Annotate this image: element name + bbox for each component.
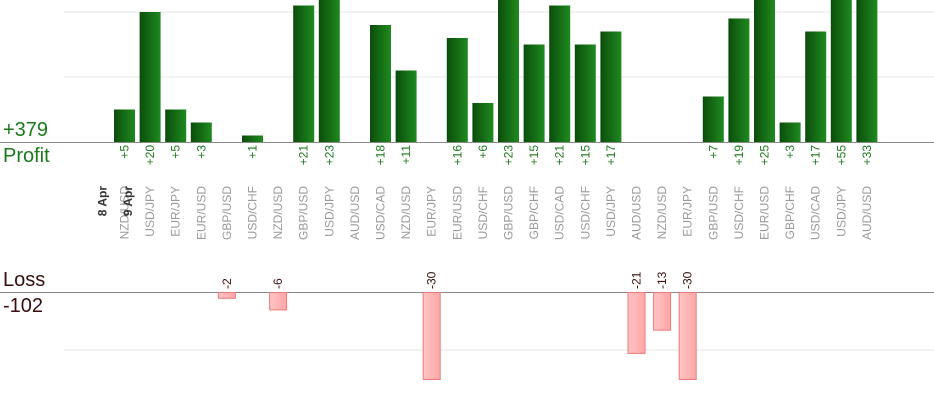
profit-value-label: +11 [399, 145, 413, 165]
category-tick-label: USD/JPY [834, 186, 848, 237]
profit-total: +379 [3, 119, 49, 141]
profit-value-label: +5 [169, 145, 183, 159]
category-tick-label: AUD/USD [348, 186, 362, 240]
profit-value-label: +17 [809, 145, 823, 166]
category-tick-label: NZD/USD [271, 186, 285, 240]
profit-label: Profit [3, 145, 50, 167]
category-tick-label: GBP/USD [706, 186, 720, 240]
profit-value-label: +5 [118, 145, 132, 159]
category-tick-label: USD/CAD [374, 186, 388, 240]
profit-value-label: +7 [706, 145, 720, 159]
profit-bar [702, 96, 724, 142]
loss-value-label: -6 [271, 278, 285, 289]
loss-bar [627, 292, 646, 354]
profit-value-label: +33 [860, 145, 874, 166]
loss-value-label: -13 [655, 271, 669, 289]
category-tick-label: USD/JPY [322, 186, 336, 237]
category-tick-label: USD/CAD [553, 186, 567, 240]
date-group-label: 8 Apr [96, 186, 110, 217]
axes [0, 142, 934, 293]
loss-total: -102 [3, 295, 44, 317]
profit-bar [318, 0, 340, 142]
profit-value-label: +23 [502, 145, 516, 166]
category-tick-label: GBP/CHF [527, 186, 541, 239]
profit-value-label: +21 [553, 145, 567, 166]
category-tick-label: USD/CAD [809, 186, 823, 240]
profit-bar [779, 122, 801, 142]
profit-bar [600, 31, 622, 142]
loss-label: Loss [3, 269, 46, 291]
profit-bar [523, 44, 545, 142]
category-tick-label: USD/JPY [143, 186, 157, 237]
profit-bar [498, 0, 519, 142]
profit-bar [856, 0, 878, 142]
category-tick-label: GBP/CHF [783, 186, 797, 239]
category-tick-label: AUD/USD [860, 186, 874, 240]
loss-bar [422, 292, 441, 380]
profit-value-label: +20 [143, 145, 157, 166]
profit-bar [754, 0, 775, 142]
profit-value-label: +17 [604, 145, 618, 166]
loss-value-label: -30 [681, 271, 695, 289]
profit-value-label: +15 [527, 145, 541, 166]
category-tick-label: EUR/JPY [681, 186, 695, 237]
profit-bar [830, 0, 852, 142]
category-tick-label: USD/CHF [476, 186, 490, 239]
category-tick-label: USD/CHF [732, 186, 746, 239]
profit-value-label: +3 [194, 145, 208, 159]
profit-value-label: +19 [732, 145, 746, 166]
category-tick-label: EUR/USD [450, 186, 464, 240]
category-tick-label: USD/CHF [578, 186, 592, 239]
profit-bar [242, 135, 263, 142]
profit-bar [114, 109, 135, 142]
profit-value-label: +1 [246, 145, 260, 159]
bars [114, 0, 878, 380]
profit-value-label: +18 [374, 145, 388, 166]
profit-bar [549, 5, 571, 142]
date-group-label: 9 Apr [121, 186, 135, 217]
loss-value-label: -21 [630, 271, 644, 289]
category-tick-label: EUR/JPY [425, 186, 439, 237]
profit-bar [370, 25, 391, 142]
category-tick-label: GBP/USD [502, 186, 516, 240]
loss-bar [653, 292, 672, 331]
category-tick-label: NZD/USD [399, 186, 413, 240]
category-tick-label: USD/JPY [604, 186, 618, 237]
category-tick-label: EUR/USD [194, 186, 208, 240]
profit-value-label: +3 [783, 145, 797, 159]
category-tick-label: NZD/USD [118, 186, 132, 240]
profit-bar [574, 44, 596, 142]
profit-bar [139, 12, 161, 142]
category-tick-label: EUR/USD [758, 186, 772, 240]
profit-bar [293, 5, 315, 142]
profit-bar [472, 103, 494, 142]
labels: +5 NZD/USD +20 USD/JPY +5 EUR/JPY +3 EUR/USD -2 G… [96, 145, 874, 289]
category-tick-label: GBP/USD [220, 186, 234, 240]
loss-bar [678, 292, 697, 380]
profit-value-label: +6 [476, 145, 490, 159]
profit-value-label: +15 [578, 145, 592, 166]
loss-bar [269, 292, 288, 311]
profit-bar [165, 109, 187, 142]
loss-value-label: -30 [425, 271, 439, 289]
profit-bar [728, 18, 750, 142]
profit-value-label: +23 [322, 145, 336, 166]
profit-bar [395, 70, 417, 142]
category-tick-label: EUR/JPY [169, 186, 183, 237]
profit-value-label: +16 [450, 145, 464, 166]
profit-value-label: +55 [834, 145, 848, 166]
profit-bar [190, 122, 212, 142]
profit-bar [805, 31, 827, 142]
profit-value-label: +21 [297, 145, 311, 166]
category-tick-label: USD/CHF [246, 186, 260, 239]
profit-bar [446, 38, 468, 142]
category-tick-label: NZD/USD [655, 186, 669, 240]
category-tick-label: AUD/USD [630, 186, 644, 240]
profit-value-label: +25 [758, 145, 772, 166]
loss-bar [217, 292, 236, 299]
loss-value-label: -2 [220, 278, 234, 289]
category-tick-label: GBP/USD [297, 186, 311, 240]
